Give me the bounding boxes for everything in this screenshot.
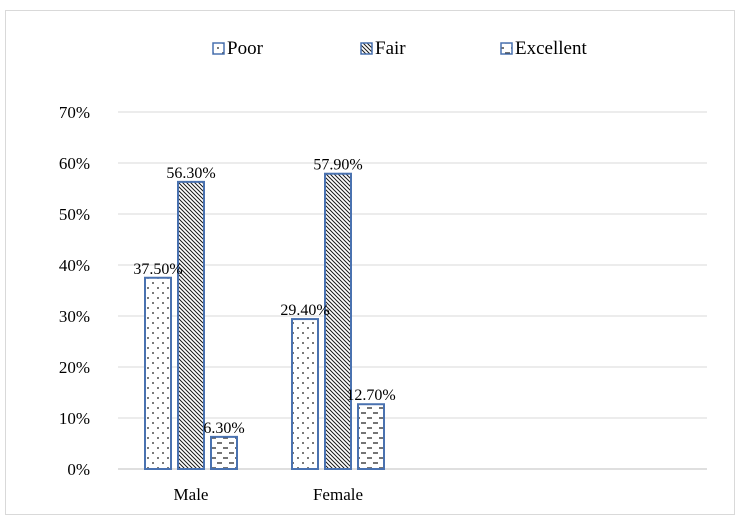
data-labels: 37.50% 56.30% 6.30% 29.40% 57.90% 12.70% xyxy=(133,157,395,437)
bar-fair-male xyxy=(177,180,205,470)
legend-label-fair: Fair xyxy=(375,38,406,59)
data-label-excellent-male: 6.30% xyxy=(203,420,244,437)
x-tick-label: Female xyxy=(313,485,363,504)
data-label-fair-male: 56.30% xyxy=(166,165,215,182)
y-tick-label: 60% xyxy=(59,154,90,173)
y-tick-label: 10% xyxy=(59,409,90,428)
bar-fair-female xyxy=(324,172,352,471)
data-label-poor-female: 29.40% xyxy=(280,302,329,319)
legend-label-poor: Poor xyxy=(227,38,264,59)
data-label-poor-male: 37.50% xyxy=(133,261,182,278)
y-tick-label: 40% xyxy=(59,256,90,275)
data-label-excellent-female: 12.70% xyxy=(346,387,395,404)
data-label-fair-female: 57.90% xyxy=(313,157,362,174)
bar-poor-male xyxy=(144,276,172,470)
y-tick-label: 50% xyxy=(59,205,90,224)
y-tick-label: 70% xyxy=(59,103,90,122)
bar-poor-female xyxy=(291,318,319,470)
legend-swatch-excellent xyxy=(500,42,513,55)
x-axis: Male Female xyxy=(174,485,363,504)
legend-swatch-fair xyxy=(360,42,373,55)
bars xyxy=(144,172,385,471)
y-tick-label: 20% xyxy=(59,358,90,377)
y-tick-label: 30% xyxy=(59,307,90,326)
legend-swatch-poor xyxy=(212,42,225,55)
y-tick-label: 0% xyxy=(67,460,90,479)
x-tick-label: Male xyxy=(174,485,209,504)
y-axis: 0% 10% 20% 30% 40% 50% 60% 70% xyxy=(59,103,707,479)
legend: Poor Fair Excellent xyxy=(212,38,587,59)
bar-excellent-female xyxy=(357,403,385,471)
bar-excellent-male xyxy=(210,435,238,470)
legend-label-excellent: Excellent xyxy=(515,38,587,59)
